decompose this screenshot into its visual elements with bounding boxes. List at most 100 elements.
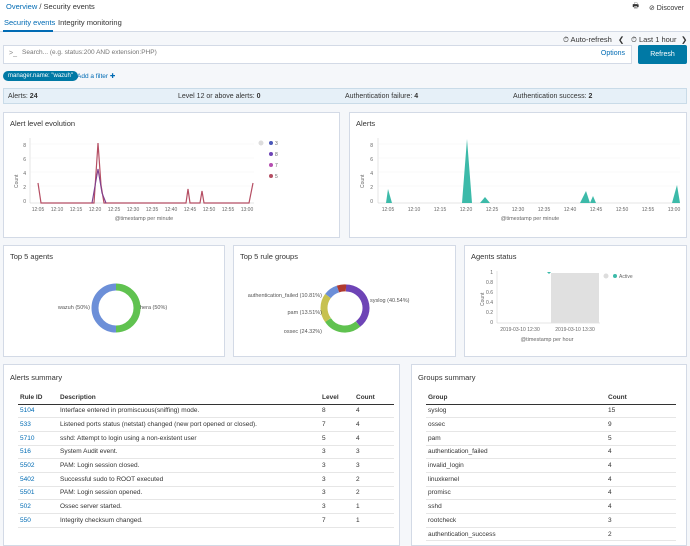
xtick: 12:20 [89, 207, 102, 213]
stat-alerts-value: 24 [29, 93, 38, 100]
xtick: 12:05 [32, 207, 45, 213]
gridlines [30, 143, 254, 187]
filter-pill[interactable]: manager.name: "wazuh" [3, 71, 78, 81]
discover-icon: ⊘ [648, 4, 655, 12]
group-name: linuxkernel [426, 472, 606, 487]
breadcrumb: Overview / Security events [6, 2, 95, 11]
col-level[interactable]: Level [320, 392, 354, 405]
ytick: 4 [23, 171, 26, 177]
legend-toggle-icon[interactable] [258, 140, 264, 146]
rule-id-link[interactable]: 5402 [18, 472, 58, 487]
donut-label-auth-failed: authentication_failed (10.81%) [248, 293, 322, 299]
table-row: ossec 9 [426, 417, 676, 432]
group-name: authentication_failed [426, 445, 606, 460]
auto-refresh-button[interactable]: ⏱ Auto-refresh [563, 35, 612, 45]
tab-bar: Security events Integrity monitoring [0, 14, 690, 32]
donut-slice-other[interactable] [336, 284, 347, 293]
stat-alerts: Alerts: 24 [8, 93, 38, 100]
col-count[interactable]: Count [606, 392, 676, 405]
xtick: 2019-03-10 13:30 [555, 327, 595, 333]
rule-id-link[interactable]: 550 [18, 513, 58, 528]
ytick: 6 [23, 157, 26, 163]
alert-level-xticks: 12:05 12:10 12:15 12:20 12:25 12:30 12:3… [32, 207, 254, 213]
ytick: 4 [370, 171, 373, 177]
donut-slice-hera[interactable] [115, 283, 141, 333]
ytick: 0 [23, 199, 26, 205]
table-row: authentication_success 2 [426, 527, 676, 542]
agents-status-title: Agents status [471, 252, 517, 261]
print-icon[interactable]: 🖶 [632, 3, 639, 10]
xtick: 12:50 [616, 207, 629, 213]
options-button[interactable]: Options [600, 50, 625, 57]
search-bar: >_ Options [3, 45, 632, 64]
table-row: syslog 15 [426, 404, 676, 419]
donut-slice-wazuh[interactable] [91, 283, 117, 333]
table-row: 5502 PAM: Login session closed. 3 3 [18, 458, 394, 473]
rule-level: 3 [320, 499, 354, 514]
legend-toggle-icon[interactable] [603, 273, 609, 279]
agents-status-panel: Agents status Count 1 0.8 0.6 0.4 0.2 0 … [464, 245, 687, 357]
alert-level-ylabel: Count [14, 174, 20, 188]
xtick: 12:15 [434, 207, 447, 213]
alert-level-panel: Alert level evolution Count 8 6 4 2 0 12… [3, 112, 340, 238]
stat-level12: Level 12 or above alerts: 0 [178, 93, 261, 100]
tab-integrity-monitoring[interactable]: Integrity monitoring [58, 18, 122, 27]
col-count[interactable]: Count [354, 392, 394, 405]
legend-label: 3 [275, 141, 278, 147]
xtick: 13:00 [241, 207, 254, 213]
xtick: 12:10 [408, 207, 421, 213]
rule-description: sshd: Attempt to login using a non-exist… [58, 431, 320, 446]
col-group[interactable]: Group [426, 392, 606, 405]
legend-dot [269, 141, 273, 145]
top-actions: 🖶 ⊘ Discover [632, 2, 684, 13]
alert-level-legend[interactable]: 3 8 7 5 [258, 140, 279, 181]
rule-level: 3 [320, 458, 354, 473]
rule-id-link[interactable]: 5501 [18, 486, 58, 501]
top-bar: Overview / Security events 🖶 ⊘ Discover [0, 0, 690, 14]
alerts-xticks: 12:05 12:10 12:15 12:20 12:25 12:30 12:3… [382, 207, 681, 213]
table-header-row: Rule ID Description Level Count [18, 392, 394, 405]
rule-description: System Audit event. [58, 445, 320, 460]
col-description[interactable]: Description [58, 392, 320, 405]
legend-dot [269, 163, 273, 167]
group-count: 4 [606, 486, 676, 501]
rule-description: PAM: Login session opened. [58, 486, 320, 501]
alert-level-yticks: 8 6 4 2 0 [23, 143, 26, 205]
series-line-3 [37, 142, 254, 204]
group-count: 4 [606, 472, 676, 487]
xtick: 12:55 [642, 207, 655, 213]
search-input[interactable] [22, 49, 582, 56]
rule-id-link[interactable]: 5710 [18, 431, 58, 446]
donut-slice-auth-failed[interactable] [325, 285, 340, 299]
rule-id-link[interactable]: 533 [18, 417, 58, 432]
add-filter-button[interactable]: Add a filter ✚ [77, 72, 115, 80]
rule-id-link[interactable]: 516 [18, 445, 58, 460]
col-rule-id[interactable]: Rule ID [18, 392, 58, 405]
donut-slice-ossec[interactable] [325, 317, 361, 333]
top-agents-title: Top 5 agents [10, 252, 53, 261]
time-prev-icon[interactable]: ❮ [618, 35, 625, 44]
donut-label-hera: hera (50%) [140, 305, 167, 311]
rule-id-link[interactable]: 5104 [18, 404, 58, 419]
rule-id-link[interactable]: 502 [18, 499, 58, 514]
donut-label-syslog: syslog (40.54%) [370, 298, 410, 304]
group-name: syslog [426, 404, 606, 419]
donut-slice-pam[interactable] [320, 293, 331, 323]
gridlines [378, 143, 680, 187]
ytick: 2 [23, 185, 26, 191]
alerts-summary-title: Alerts summary [10, 373, 63, 382]
rule-count: 4 [354, 404, 394, 419]
refresh-button[interactable]: Refresh [638, 45, 687, 64]
time-bar: ⏱ Auto-refresh ❮ ⏱ Last 1 hour ❯ [0, 32, 690, 46]
time-next-icon[interactable]: ❯ [681, 35, 688, 44]
donut-slice-syslog[interactable] [345, 284, 370, 327]
xtick: 12:25 [108, 207, 121, 213]
breadcrumb-overview-link[interactable]: Overview [6, 2, 38, 11]
tab-security-events[interactable]: Security events [4, 18, 56, 27]
rule-id-link[interactable]: 5502 [18, 458, 58, 473]
discover-link[interactable]: ⊘ Discover [649, 4, 684, 12]
time-range-button[interactable]: ⏱ Last 1 hour [631, 35, 676, 45]
ytick: 8 [23, 143, 26, 149]
group-count: 4 [606, 499, 676, 514]
rule-count: 2 [354, 472, 394, 487]
